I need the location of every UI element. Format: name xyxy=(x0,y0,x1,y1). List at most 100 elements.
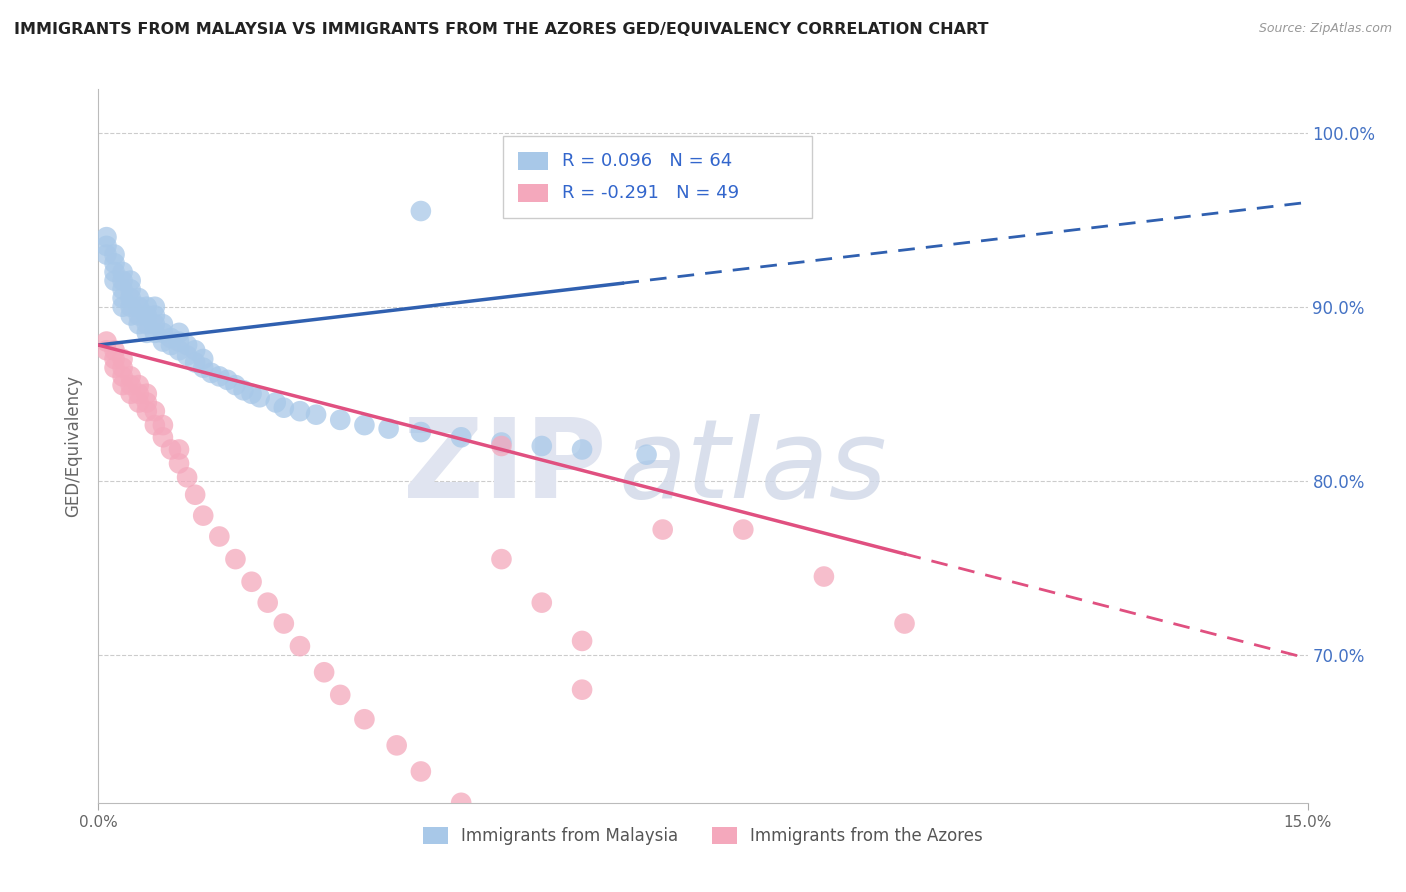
Point xyxy=(128,317,150,331)
Point xyxy=(111,369,134,384)
Point xyxy=(143,326,166,340)
Point xyxy=(176,338,198,352)
Point xyxy=(143,300,166,314)
Point xyxy=(184,488,207,502)
Point xyxy=(103,343,125,358)
Point xyxy=(377,421,399,435)
Point xyxy=(111,351,134,366)
Point xyxy=(450,796,472,810)
Point xyxy=(450,430,472,444)
Point xyxy=(120,378,142,392)
Point xyxy=(167,457,190,471)
Point xyxy=(103,256,125,270)
Point xyxy=(160,442,183,457)
Point xyxy=(353,712,375,726)
Point xyxy=(111,282,134,296)
Point xyxy=(103,265,125,279)
Point xyxy=(224,378,246,392)
Point xyxy=(385,739,408,753)
Point xyxy=(409,204,432,219)
Point xyxy=(409,764,432,779)
Point xyxy=(813,569,835,583)
Point xyxy=(167,442,190,457)
Point xyxy=(571,682,593,697)
Point xyxy=(111,300,134,314)
Point xyxy=(160,338,183,352)
Text: Source: ZipAtlas.com: Source: ZipAtlas.com xyxy=(1258,22,1392,36)
Point xyxy=(135,309,157,323)
Point xyxy=(96,230,118,244)
FancyBboxPatch shape xyxy=(503,136,811,218)
Point xyxy=(208,529,231,543)
Point xyxy=(128,378,150,392)
Legend: Immigrants from Malaysia, Immigrants from the Azores: Immigrants from Malaysia, Immigrants fro… xyxy=(416,820,990,852)
Point xyxy=(135,326,157,340)
Point xyxy=(152,326,174,340)
Point xyxy=(264,395,287,409)
Point xyxy=(329,688,352,702)
Point xyxy=(128,300,150,314)
Point xyxy=(273,616,295,631)
Point xyxy=(128,291,150,305)
Point xyxy=(314,665,336,680)
Point xyxy=(103,360,125,375)
Point xyxy=(120,291,142,305)
Point xyxy=(232,384,254,398)
Point xyxy=(193,351,215,366)
Point xyxy=(111,274,134,288)
Text: IMMIGRANTS FROM MALAYSIA VS IMMIGRANTS FROM THE AZORES GED/EQUIVALENCY CORRELATI: IMMIGRANTS FROM MALAYSIA VS IMMIGRANTS F… xyxy=(14,22,988,37)
Point xyxy=(152,317,174,331)
Point xyxy=(184,355,207,369)
Point xyxy=(135,386,157,401)
Point xyxy=(530,596,553,610)
Point xyxy=(240,574,263,589)
Point xyxy=(176,349,198,363)
Point xyxy=(128,386,150,401)
Point xyxy=(111,265,134,279)
Point xyxy=(491,552,513,566)
Point xyxy=(208,369,231,384)
Point xyxy=(111,360,134,375)
Point xyxy=(167,343,190,358)
Y-axis label: GED/Equivalency: GED/Equivalency xyxy=(65,375,83,517)
Point xyxy=(128,309,150,323)
Point xyxy=(152,334,174,349)
Point xyxy=(200,366,222,380)
Point xyxy=(409,425,432,439)
Point xyxy=(273,401,295,415)
Point xyxy=(193,508,215,523)
Point xyxy=(135,404,157,418)
Point xyxy=(176,470,198,484)
Point xyxy=(143,317,166,331)
Text: R = 0.096   N = 64: R = 0.096 N = 64 xyxy=(561,152,731,169)
Point xyxy=(152,430,174,444)
Point xyxy=(103,247,125,261)
Point xyxy=(135,317,157,331)
Point xyxy=(160,331,183,345)
Point xyxy=(893,616,915,631)
Point xyxy=(167,326,190,340)
Point xyxy=(128,395,150,409)
Point xyxy=(288,404,311,418)
Point xyxy=(530,439,553,453)
Point xyxy=(256,596,278,610)
Point xyxy=(651,523,673,537)
Point xyxy=(240,386,263,401)
Point xyxy=(120,300,142,314)
Point xyxy=(491,439,513,453)
Point xyxy=(143,309,166,323)
Point xyxy=(96,247,118,261)
Point xyxy=(120,386,142,401)
Point xyxy=(224,552,246,566)
Point xyxy=(571,442,593,457)
Point xyxy=(636,448,658,462)
Point xyxy=(353,418,375,433)
Point xyxy=(96,334,118,349)
Point xyxy=(120,282,142,296)
Text: atlas: atlas xyxy=(619,414,887,521)
Point xyxy=(152,418,174,433)
Point xyxy=(733,523,755,537)
Point xyxy=(288,639,311,653)
Text: R = -0.291   N = 49: R = -0.291 N = 49 xyxy=(561,184,738,202)
Point xyxy=(491,435,513,450)
